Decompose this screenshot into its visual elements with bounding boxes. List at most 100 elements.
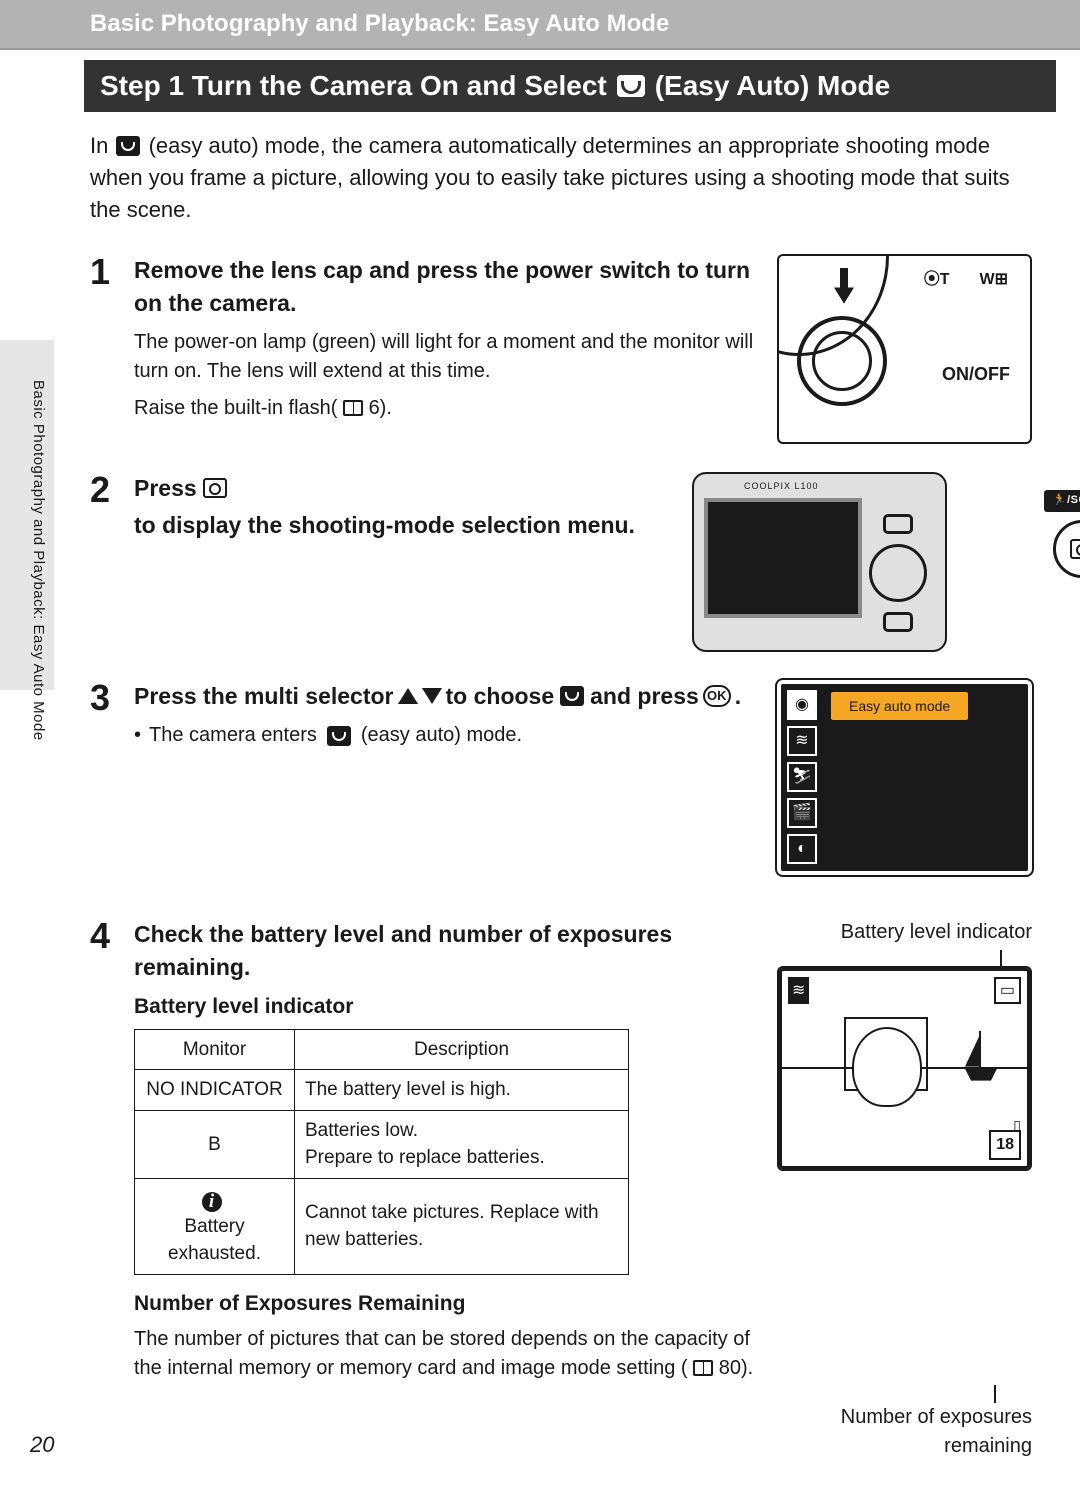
breadcrumb: Basic Photography and Playback: Easy Aut… (0, 0, 1080, 50)
table-row: i Battery exhausted. Cannot take picture… (135, 1178, 629, 1274)
zoom-in-icon: W⊞ (979, 268, 1008, 291)
menu-item-easy-auto: ◉ (787, 690, 817, 720)
battery-exhausted-label: Battery exhausted. (168, 1216, 261, 1265)
title-suffix: (Easy Auto) Mode (655, 70, 890, 102)
step-heading: Press to display the shooting-mode selec… (134, 472, 678, 543)
head-pre: Press (134, 472, 197, 505)
bullet-pre: The camera enters (149, 721, 317, 750)
exposure-count: 18 (989, 1130, 1021, 1159)
step-heading: Remove the lens cap and press the power … (134, 254, 763, 321)
content-area: In (easy auto) mode, the camera automati… (0, 112, 1080, 1439)
top-button-icon (883, 514, 913, 534)
intro-post: (easy auto) mode, the camera automatical… (90, 133, 1010, 222)
triangle-down-icon (422, 688, 442, 704)
breadcrumb-text: Basic Photography and Playback: Easy Aut… (90, 10, 669, 37)
bottom-button-icon (883, 612, 913, 632)
step-heading: Check the battery level and number of ex… (134, 918, 763, 985)
step-1: 1 Remove the lens cap and press the powe… (90, 254, 1032, 444)
table-cell: The battery level is high. (295, 1070, 629, 1111)
exp-desc-post: 80). (719, 1357, 753, 1379)
mode-menu-sidebar: ◉ ≋ ⛷ 🎬 ◐ (787, 690, 821, 864)
manual-page: Basic Photography and Playback: Easy Aut… (0, 0, 1080, 1486)
head-post: and press (590, 680, 699, 713)
triangle-up-icon (398, 688, 418, 704)
mode-indicator-icon: ≋ (788, 977, 809, 1004)
table-cell: i Battery exhausted. (135, 1178, 295, 1274)
callout-line (994, 1385, 996, 1403)
step-body: Remove the lens cap and press the power … (134, 254, 763, 444)
scene-label: 🏃/SCENE (1044, 490, 1080, 512)
camera-easy-icon (560, 686, 584, 706)
camera-easy-icon (116, 136, 140, 156)
power-diagram: ⦿T W⊞ ON/OFF (777, 254, 1032, 444)
table-header-row: Monitor Description (135, 1029, 629, 1070)
face-illustration (852, 1027, 922, 1107)
step-description: The power-on lamp (green) will light for… (134, 328, 763, 386)
camera-easy-icon (327, 726, 351, 746)
step-2: 2 Press to display the shooting-mode sel… (90, 472, 1032, 652)
menu-highlight-label: Easy auto mode (831, 692, 968, 720)
camera-mode-icon (203, 478, 227, 498)
step-heading: Press the multi selector to choose and p… (134, 680, 763, 713)
diagram-camera-back: COOLPIX L100 🏃/SCENE (692, 472, 1032, 652)
step-description: Raise the built-in flash( 6). (134, 394, 763, 423)
table-row: NO INDICATOR The battery level is high. (135, 1070, 629, 1111)
zoom-icons: ⦿T W⊞ (924, 268, 1008, 291)
on-off-label: ON/OFF (942, 361, 1010, 387)
mode-button-enlarged (1053, 520, 1080, 578)
period: . (735, 680, 741, 713)
page-number: 20 (30, 1432, 54, 1458)
battery-subhead: Battery level indicator (134, 992, 763, 1022)
battery-table: Monitor Description NO INDICATOR The bat… (134, 1029, 629, 1275)
multi-selector-icon (869, 544, 927, 602)
sailboat-illustration (961, 1031, 1001, 1081)
preview-screen: ≋ ▭ ▯ 18 (777, 966, 1032, 1171)
menu-screen: ◉ ≋ ⛷ 🎬 ◐ Easy auto mode (777, 680, 1032, 875)
power-button-icon (797, 316, 887, 406)
lcd-screen-icon (704, 498, 862, 618)
exposures-description: The number of pictures that can be store… (134, 1325, 763, 1383)
warning-icon: i (202, 1192, 222, 1212)
diagram-menu: ◉ ≋ ⛷ 🎬 ◐ Easy auto mode (777, 680, 1032, 890)
table-cell: Batteries low. Prepare to replace batter… (295, 1110, 629, 1178)
step-body: Check the battery level and number of ex… (134, 918, 763, 1391)
step-4: 4 Check the battery level and number of … (90, 918, 1032, 1391)
table-row: B Batteries low. Prepare to replace batt… (135, 1110, 629, 1178)
step-number: 1 (90, 254, 120, 444)
table-cell: Cannot take pictures. Replace with new b… (295, 1178, 629, 1274)
bullet-post: (easy auto) mode. (361, 721, 522, 750)
zoom-out-icon: ⦿T (924, 268, 950, 291)
head-pre: Press the multi selector (134, 680, 394, 713)
table-cell: B (135, 1110, 295, 1178)
table-header: Description (295, 1029, 629, 1070)
title-prefix: Step 1 Turn the Camera On and Select (100, 70, 607, 102)
step-body: Press to display the shooting-mode selec… (134, 472, 678, 652)
flash-text-post: 6). (369, 397, 392, 419)
menu-item-sport: ⛷ (787, 762, 817, 792)
camera-mode-icon (1070, 539, 1080, 559)
battery-indicator-icon: ▭ (994, 977, 1021, 1004)
table-header: Monitor (135, 1029, 295, 1070)
camera-back-diagram: COOLPIX L100 (692, 472, 947, 652)
head-mid: to choose (446, 680, 555, 713)
exposures-callout: Number of exposures remaining (777, 1403, 1032, 1461)
intro-paragraph: In (easy auto) mode, the camera automati… (90, 130, 1032, 226)
step-number: 3 (90, 680, 120, 890)
model-label: COOLPIX L100 (744, 480, 819, 493)
step-body: Press the multi selector to choose and p… (134, 680, 763, 890)
menu-item-scene: ≋ (787, 726, 817, 756)
camera-easy-icon (617, 75, 645, 97)
step-number: 4 (90, 918, 120, 1391)
step-number: 2 (90, 472, 120, 652)
battery-callout: Battery level indicator (841, 918, 1032, 947)
diagram-preview: Battery level indicator ≋ ▭ ▯ 18 (777, 966, 1032, 1391)
preview-frame: ≋ ▭ ▯ 18 (779, 968, 1030, 1169)
table-cell: NO INDICATOR (135, 1070, 295, 1111)
manual-ref-icon (343, 400, 363, 416)
flash-text-pre: Raise the built-in flash( (134, 397, 337, 419)
ok-button-icon: OK (703, 685, 731, 707)
step-bullet: The camera enters (easy auto) mode. (134, 721, 763, 750)
menu-item-auto: ◐ (787, 834, 817, 864)
manual-ref-icon (693, 1360, 713, 1376)
page-title: Step 1 Turn the Camera On and Select (Ea… (84, 60, 1056, 112)
